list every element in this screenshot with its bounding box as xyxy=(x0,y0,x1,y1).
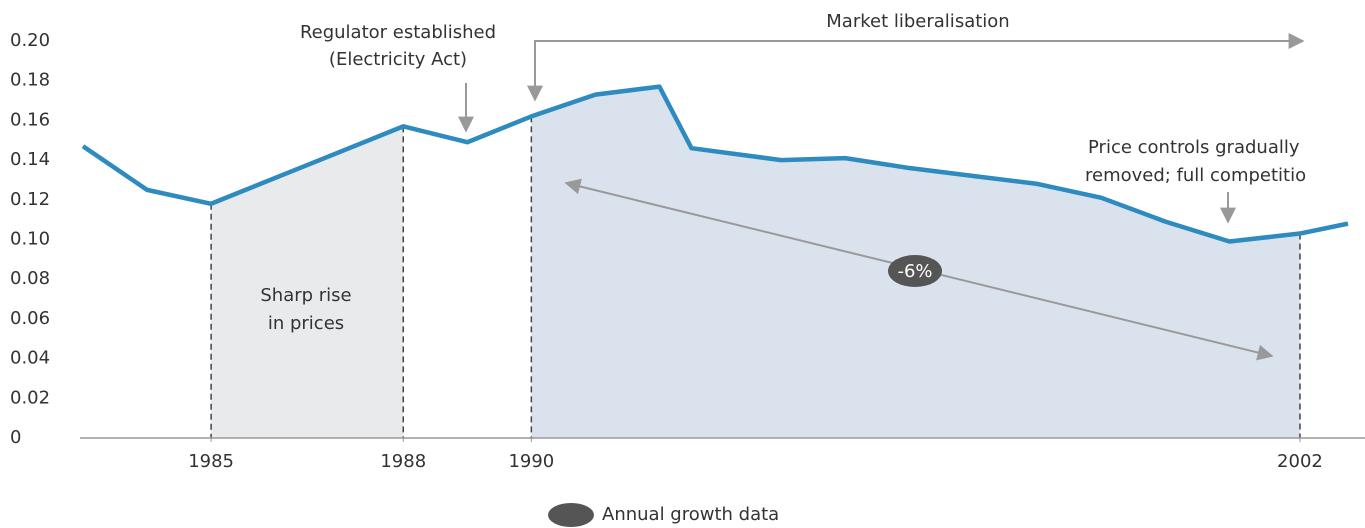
x-tick-label: 1985 xyxy=(188,451,234,472)
badge xyxy=(888,255,942,287)
shaded-span xyxy=(211,126,404,438)
annotation: in prices xyxy=(268,313,344,334)
x-tick-label: 2002 xyxy=(1277,451,1323,472)
y-tick-label: 0.14 xyxy=(10,149,50,170)
legend-swatch xyxy=(548,503,594,527)
annotation: removed; full competitio xyxy=(1085,165,1306,186)
y-tick-label: 0.18 xyxy=(10,70,50,91)
annotation: (Electricity Act) xyxy=(329,49,467,70)
legend-label: Annual growth data xyxy=(602,504,779,525)
x-tick-label: 1990 xyxy=(508,451,554,472)
annotation: Sharp rise xyxy=(260,285,351,306)
y-tick-label: 0.20 xyxy=(10,30,50,51)
y-tick-label: 0 xyxy=(10,427,21,448)
annotation: Market liberalisation xyxy=(826,11,1009,32)
y-tick-label: 0.02 xyxy=(10,387,50,408)
annotation: Regulator established xyxy=(300,22,496,43)
y-tick-label: 0.08 xyxy=(10,268,50,289)
x-tick-label: 1988 xyxy=(380,451,426,472)
y-tick-label: 0.16 xyxy=(10,109,50,130)
y-tick-label: 0.04 xyxy=(10,348,50,369)
y-tick-label: 0.06 xyxy=(10,308,50,329)
y-tick-label: 0.12 xyxy=(10,189,50,210)
badge-label: -6% xyxy=(897,261,932,282)
annotation: Price controls gradually xyxy=(1088,137,1300,158)
y-tick-label: 0.10 xyxy=(10,229,50,250)
